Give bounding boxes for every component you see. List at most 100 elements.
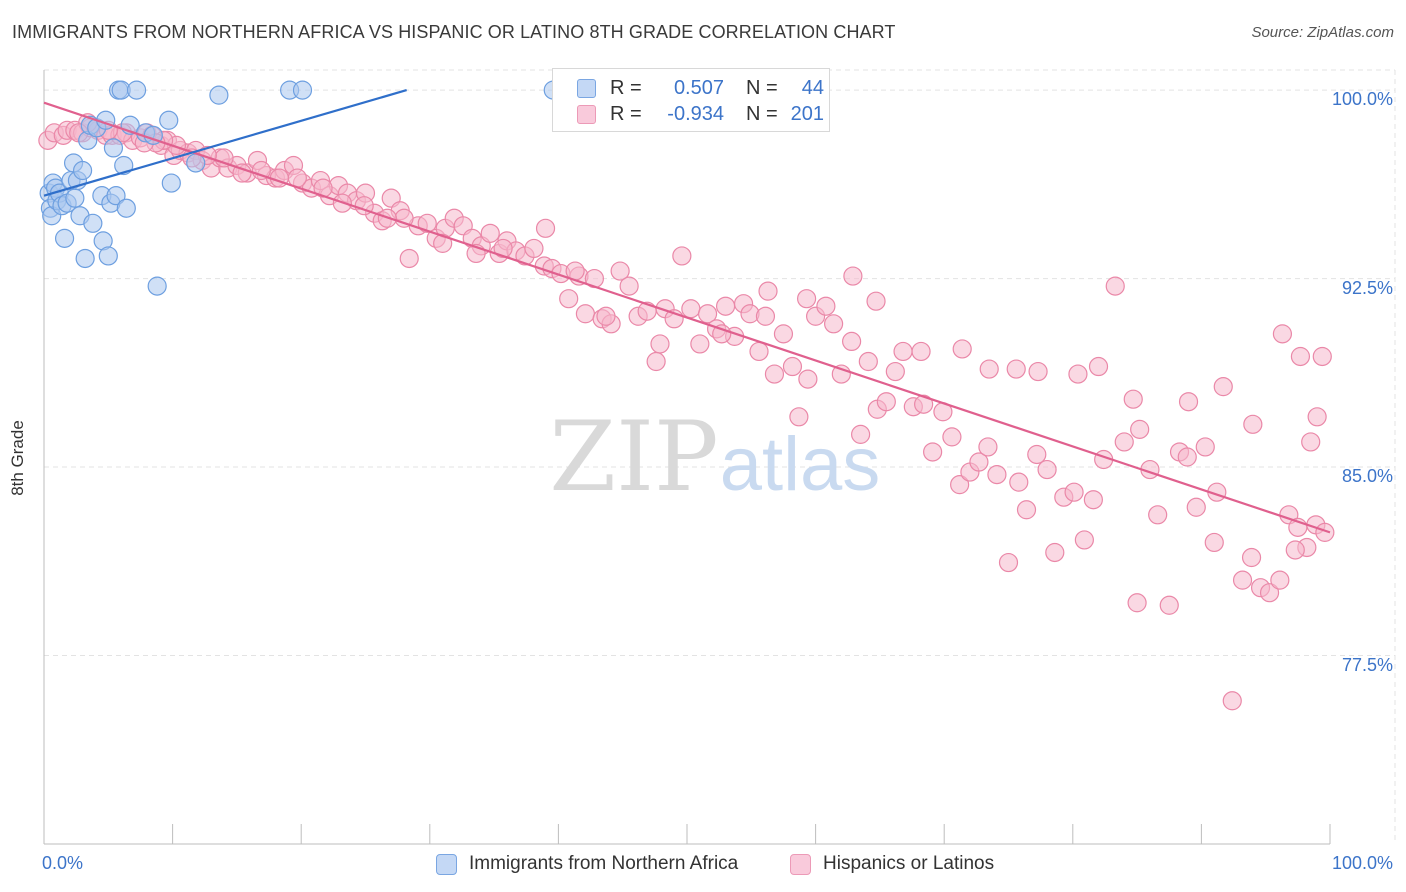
hispanic-point bbox=[764, 364, 785, 384]
hispanic-point bbox=[524, 238, 544, 259]
y-tick-label: 92.5% bbox=[1341, 277, 1393, 298]
hispanic-point bbox=[480, 223, 500, 243]
legend-r-label: R = bbox=[610, 76, 642, 99]
northern-africa-point bbox=[186, 153, 206, 173]
hispanic-point bbox=[1232, 570, 1253, 590]
northern-africa-trend-line bbox=[43, 89, 407, 197]
legend-n-label: N = bbox=[746, 76, 778, 99]
bottom-legend-label: Hispanics or Latinos bbox=[823, 853, 995, 874]
hispanic-point bbox=[923, 442, 943, 462]
bottom-swatch-blue bbox=[436, 853, 457, 875]
hispanic-point bbox=[610, 261, 630, 281]
hispanic-point bbox=[1083, 490, 1103, 510]
hispanic-point bbox=[1105, 276, 1125, 296]
hispanic-point bbox=[749, 341, 769, 362]
hispanic-point bbox=[969, 452, 989, 472]
y-axis-label: 8th Grade bbox=[8, 420, 27, 496]
hispanic-point bbox=[1307, 407, 1327, 427]
hispanic-point bbox=[1270, 570, 1290, 590]
hispanic-point bbox=[232, 163, 252, 183]
legend-swatch-blue bbox=[577, 78, 596, 98]
hispanic-point bbox=[1088, 356, 1109, 377]
hispanic-point bbox=[1130, 419, 1150, 439]
northern-africa-point bbox=[209, 85, 229, 105]
hispanic-point bbox=[313, 178, 333, 198]
hispanic-point bbox=[1272, 324, 1293, 344]
hispanic-point bbox=[885, 361, 905, 382]
hispanic-point bbox=[796, 289, 817, 309]
hispanic-point bbox=[1312, 346, 1332, 367]
hispanic-point bbox=[1127, 593, 1147, 613]
northern-africa-point bbox=[116, 198, 136, 218]
hispanic-point bbox=[672, 246, 692, 266]
hispanic-point bbox=[1285, 540, 1305, 560]
legend-r-value: -0.934 bbox=[667, 102, 724, 125]
northern-africa-point bbox=[159, 110, 179, 130]
hispanic-point bbox=[979, 359, 999, 379]
trend-lines bbox=[43, 89, 1331, 534]
x-tick-label-min: 0.0% bbox=[42, 853, 84, 873]
hispanic-point bbox=[433, 233, 453, 253]
bottom-legend-label: Immigrants from Northern Africa bbox=[469, 853, 739, 874]
northern-africa-point bbox=[65, 188, 85, 208]
hispanic-point bbox=[575, 304, 596, 324]
bottom-swatch-pink bbox=[790, 853, 811, 875]
legend-n-label: N = bbox=[746, 102, 778, 125]
y-tick-label: 85.0% bbox=[1341, 466, 1393, 487]
legend-row-northern-africa: R = 0.507 N = 44 bbox=[577, 76, 824, 100]
hispanic-point bbox=[893, 341, 913, 362]
hispanic-point bbox=[755, 306, 776, 326]
hispanic-point bbox=[1074, 530, 1094, 550]
hispanic-point bbox=[681, 299, 701, 319]
hispanic-point bbox=[1006, 359, 1026, 379]
hispanic-point bbox=[798, 369, 818, 389]
hispanic-point bbox=[1243, 414, 1263, 434]
hispanic-point bbox=[1204, 532, 1224, 553]
hispanic-point bbox=[1016, 500, 1037, 520]
hispanic-point bbox=[978, 437, 998, 457]
hispanic-point bbox=[1213, 377, 1233, 397]
northern-africa-point bbox=[126, 80, 147, 100]
hispanic-point bbox=[1064, 482, 1084, 502]
y-tick-label: 77.5% bbox=[1341, 654, 1393, 675]
hispanic-point bbox=[998, 552, 1019, 573]
hispanic-point bbox=[914, 394, 934, 414]
hispanic-point bbox=[417, 213, 437, 233]
hispanic-point bbox=[1315, 522, 1335, 542]
watermark-zip: ZIP bbox=[549, 401, 718, 513]
northern-africa-point bbox=[106, 186, 126, 206]
hispanic-point bbox=[559, 289, 579, 309]
hispanic-point bbox=[1037, 459, 1057, 480]
hispanic-point bbox=[619, 276, 639, 296]
northern-africa-point bbox=[75, 248, 95, 269]
y-tick-label: 100.0% bbox=[1331, 89, 1393, 110]
hispanic-point bbox=[952, 339, 972, 359]
grid-layer bbox=[44, 69, 1396, 844]
hispanic-point bbox=[789, 407, 809, 427]
hispanic-point bbox=[950, 475, 970, 495]
northern-africa-point bbox=[72, 160, 93, 181]
hispanic-point bbox=[1195, 437, 1215, 457]
hispanic-point bbox=[911, 341, 931, 362]
hispanic-point bbox=[876, 392, 896, 412]
hispanic-point bbox=[1301, 432, 1321, 452]
hispanic-point bbox=[987, 464, 1007, 485]
hispanic-point bbox=[715, 296, 736, 316]
hispanic-point bbox=[1178, 392, 1199, 412]
hispanic-point bbox=[596, 306, 616, 326]
hispanic-point bbox=[1114, 432, 1134, 452]
hispanic-point bbox=[773, 324, 794, 344]
hispanic-point bbox=[399, 248, 419, 269]
hispanic-trend-line bbox=[43, 101, 1331, 534]
hispanic-point bbox=[251, 160, 271, 181]
legend-n-value: 44 bbox=[801, 76, 824, 99]
legend-swatch-pink bbox=[577, 104, 596, 124]
hispanic-point bbox=[1148, 505, 1168, 525]
correlation-legend: R = 0.507 N = 44 R = -0.934 N = 201 bbox=[552, 68, 830, 132]
hispanic-point bbox=[1028, 361, 1048, 382]
bottom-legend-hispanic: Hispanics or Latinos bbox=[790, 851, 994, 877]
hispanic-point bbox=[697, 304, 718, 324]
bottom-legend-northern-africa: Immigrants from Northern Africa bbox=[436, 851, 738, 877]
hispanic-point bbox=[535, 218, 556, 238]
hispanic-point bbox=[866, 291, 886, 311]
